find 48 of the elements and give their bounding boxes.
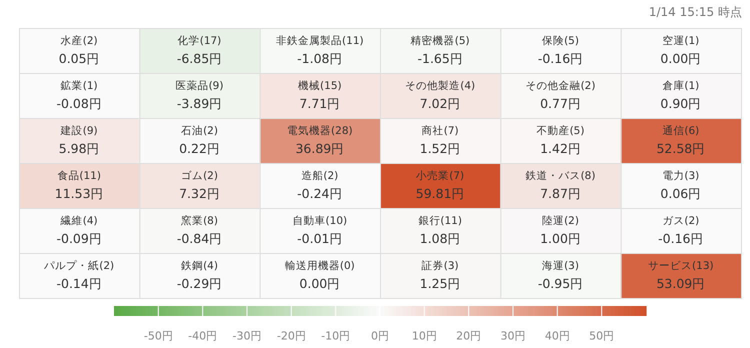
- data-label: 建設(9) 5.98円: [58, 124, 100, 156]
- data-label: 機械(15) 7.71円: [298, 79, 342, 111]
- color-bar-label: 0円: [371, 329, 389, 342]
- data-label: サービス(13) 53.09円: [648, 260, 714, 291]
- data-label: 電気機器(28) 36.89円: [287, 125, 353, 156]
- color-bar-label: 50円: [589, 329, 614, 342]
- color-bar-label: -10円: [321, 329, 350, 342]
- data-label: 食品(11) 11.53円: [54, 170, 104, 201]
- data-label: 保険(5) -0.16円: [538, 35, 584, 66]
- data-label: 医薬品(9) -3.89円: [176, 79, 224, 111]
- data-label: 鉄道・バス(8) 7.87円: [526, 170, 596, 201]
- text: 1/14 15:15 時点: [648, 5, 742, 20]
- color-bar-label: -40円: [188, 329, 218, 342]
- data-label: 輸送用機器(0) 0.00円: [284, 260, 355, 291]
- data-label: 不動産(5) 1.42円: [536, 124, 584, 156]
- data-label: ゴム(2) 7.32円: [179, 170, 220, 201]
- data-label: 水産(2) 0.05円: [58, 34, 100, 66]
- data-label: 商社(7) 1.52円: [420, 124, 461, 156]
- color-bar-label: 30円: [500, 329, 526, 342]
- data-label: 造船(2) -0.24円: [297, 169, 343, 201]
- color-bar-label: 40円: [544, 329, 570, 342]
- data-label: その他製造(4) 7.02円: [405, 79, 476, 111]
- color-bar-label: 10円: [412, 329, 437, 342]
- data-label: 海運(3) -0.95円: [538, 260, 584, 291]
- color-bar-label: 20円: [456, 329, 482, 342]
- data-label: 証券(3) 1.25円: [420, 259, 461, 291]
- data-label: 空運(1) 0.00円: [660, 34, 702, 66]
- color-bar-label: -20円: [276, 329, 306, 342]
- data-label: 銀行(11) 1.08円: [418, 215, 462, 246]
- color-bar-label: -30円: [232, 329, 262, 342]
- data-label: 繊維(4) -0.09円: [56, 214, 102, 246]
- data-label: 精密機器(5) -1.65円: [410, 34, 470, 66]
- color-bar-label: -50円: [144, 329, 173, 342]
- data-label: 陸運(2) 1.00円: [540, 215, 581, 246]
- data-label: 鉄鋼(4) -0.29円: [176, 260, 222, 291]
- data-label: 窯業(8) -0.84円: [176, 214, 222, 246]
- data-label: 鉱業(1) -0.08円: [56, 79, 102, 111]
- data-label: 非鉄金属製品(11) -1.08円: [276, 34, 364, 66]
- data-label: 小売業(7) 59.81円: [416, 169, 465, 201]
- data-label: 自動車(10) -0.01円: [292, 214, 348, 246]
- data-label: その他金融(2) 0.77円: [526, 80, 596, 111]
- data-label: パルプ・紙(2) -0.14円: [43, 259, 114, 291]
- data-label: 倉庫(1) 0.90円: [660, 79, 702, 111]
- data-label: ガス(2) -0.16円: [658, 215, 704, 246]
- data-label: 化学(17) -6.85円: [176, 35, 222, 66]
- data-label: 石油(2) 0.22円: [179, 124, 220, 156]
- data-label: 通信(6) 52.58円: [656, 124, 706, 156]
- data-label: 電力(3) 0.06円: [660, 169, 702, 201]
